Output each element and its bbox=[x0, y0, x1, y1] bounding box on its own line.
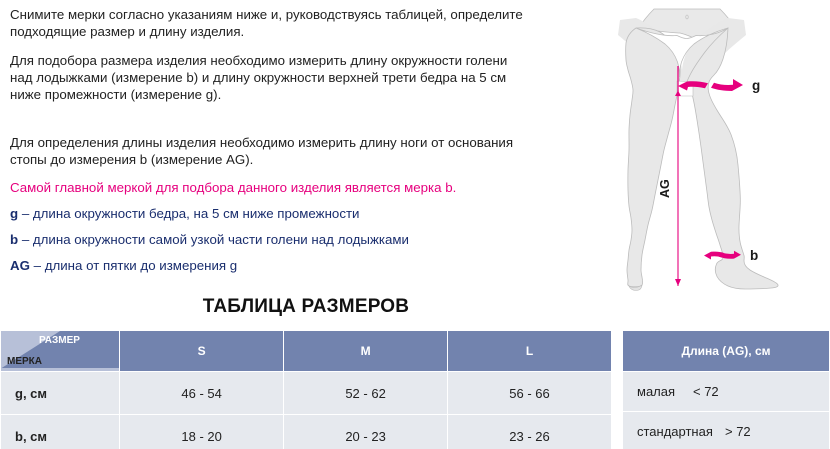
svg-text:g: g bbox=[752, 78, 760, 93]
svg-text:AG: AG bbox=[658, 179, 672, 198]
svg-text:b: b bbox=[750, 248, 758, 263]
